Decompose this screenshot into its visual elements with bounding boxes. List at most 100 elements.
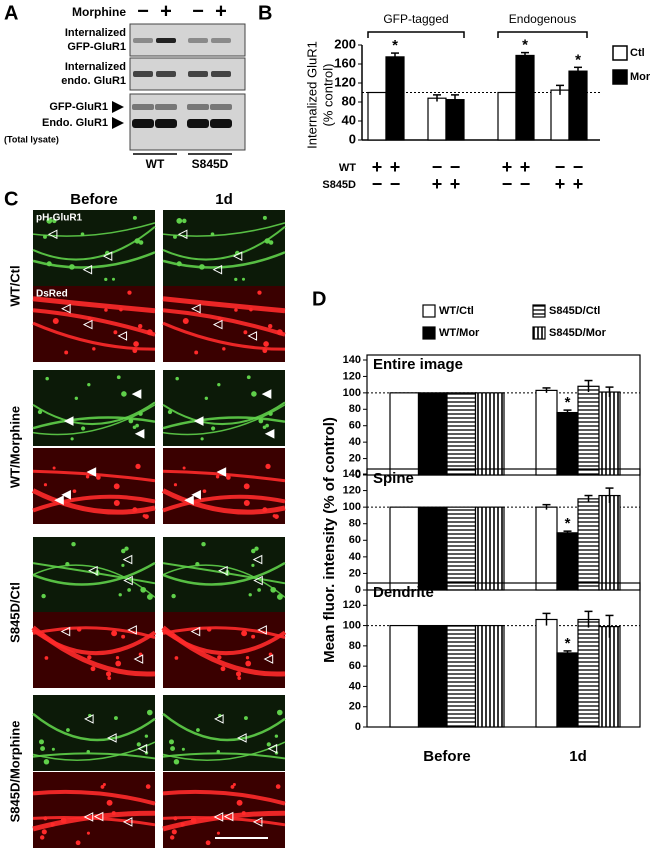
arrowhead <box>267 743 278 754</box>
spine <box>205 840 211 846</box>
condition-label: S845D/Ctl <box>7 582 22 643</box>
spine <box>121 391 127 397</box>
spine <box>105 671 112 677</box>
bar <box>445 99 465 141</box>
spine <box>210 232 215 236</box>
legend-label: WT/Mor <box>439 327 480 339</box>
spine <box>69 264 75 270</box>
bar <box>389 506 420 591</box>
y-tick-label: 160 <box>334 55 356 70</box>
spine <box>174 656 179 660</box>
dendrite <box>31 628 157 656</box>
band <box>156 38 176 43</box>
spine <box>135 423 139 428</box>
dendrite <box>162 321 286 351</box>
spine <box>87 382 91 387</box>
spine <box>115 656 120 660</box>
arrowhead <box>216 467 227 477</box>
dendrite <box>162 626 286 639</box>
arrowhead <box>107 733 117 743</box>
spine <box>262 507 268 513</box>
band <box>188 38 208 43</box>
y-tick-label: 120 <box>343 599 361 611</box>
spine <box>274 734 279 738</box>
spine <box>257 588 261 592</box>
spine <box>268 411 273 416</box>
spine <box>181 747 185 751</box>
spine <box>86 831 90 835</box>
bar <box>556 652 579 728</box>
spine <box>217 382 221 387</box>
spine <box>173 816 178 821</box>
band <box>187 104 209 110</box>
bar <box>550 89 570 141</box>
micrograph <box>163 370 285 446</box>
legend-label: S845D/Mor <box>549 327 607 339</box>
bar <box>389 392 420 476</box>
chart-title: Dendrite <box>373 584 434 601</box>
arrowhead <box>88 565 98 576</box>
spine <box>40 835 45 840</box>
dendrite <box>32 296 156 314</box>
spine <box>44 656 49 660</box>
spine <box>132 215 137 220</box>
legend-swatch <box>612 45 628 61</box>
spine <box>195 561 200 567</box>
genotype-sign: + <box>555 174 566 194</box>
spine <box>176 261 182 267</box>
arrowhead <box>82 319 93 330</box>
spine <box>132 507 138 513</box>
bar <box>577 498 600 591</box>
spine <box>71 541 76 547</box>
spine <box>171 829 177 835</box>
arrowhead <box>261 389 272 399</box>
arrowhead <box>193 416 204 426</box>
panel-label: A <box>4 2 18 24</box>
spine <box>115 660 122 667</box>
y-axis-label: (% control) <box>320 64 335 127</box>
dendrite <box>162 712 286 742</box>
spine <box>171 593 176 599</box>
band <box>187 119 209 128</box>
spine <box>127 588 131 592</box>
micrograph <box>33 612 155 688</box>
column-header: Before <box>70 191 118 208</box>
arrowhead <box>122 817 133 827</box>
spine <box>118 593 122 597</box>
spine <box>210 426 216 431</box>
significance: * <box>565 635 571 652</box>
dendrite <box>32 251 156 269</box>
group-label: GFP-tagged <box>383 12 448 26</box>
dendrite <box>32 321 156 351</box>
legend-swatch <box>612 69 628 85</box>
spine <box>257 290 262 295</box>
y-tick-label: 200 <box>334 36 356 51</box>
arrowhead <box>264 428 275 439</box>
genotype-sign: + <box>520 157 531 177</box>
bar <box>556 411 579 476</box>
spine <box>173 483 178 487</box>
spine <box>262 425 267 430</box>
bar <box>474 624 505 728</box>
condition-label: WT/Ctl <box>7 265 22 306</box>
significance: * <box>565 515 571 532</box>
spine <box>182 218 187 224</box>
bar <box>417 624 448 728</box>
spine <box>194 350 199 355</box>
genotype-sign: + <box>372 157 383 177</box>
y-tick-label: 40 <box>349 680 361 692</box>
treatment-sign: − <box>137 0 149 22</box>
genotype-sign: − <box>520 174 531 194</box>
bar <box>417 392 448 476</box>
spine <box>40 746 46 752</box>
dendrite <box>162 222 286 237</box>
spine <box>176 218 183 224</box>
spine <box>38 739 44 745</box>
spine <box>74 396 79 400</box>
bar <box>474 392 505 476</box>
spine <box>90 666 96 672</box>
spine <box>254 546 259 551</box>
spine <box>234 308 238 312</box>
spine <box>113 330 118 335</box>
